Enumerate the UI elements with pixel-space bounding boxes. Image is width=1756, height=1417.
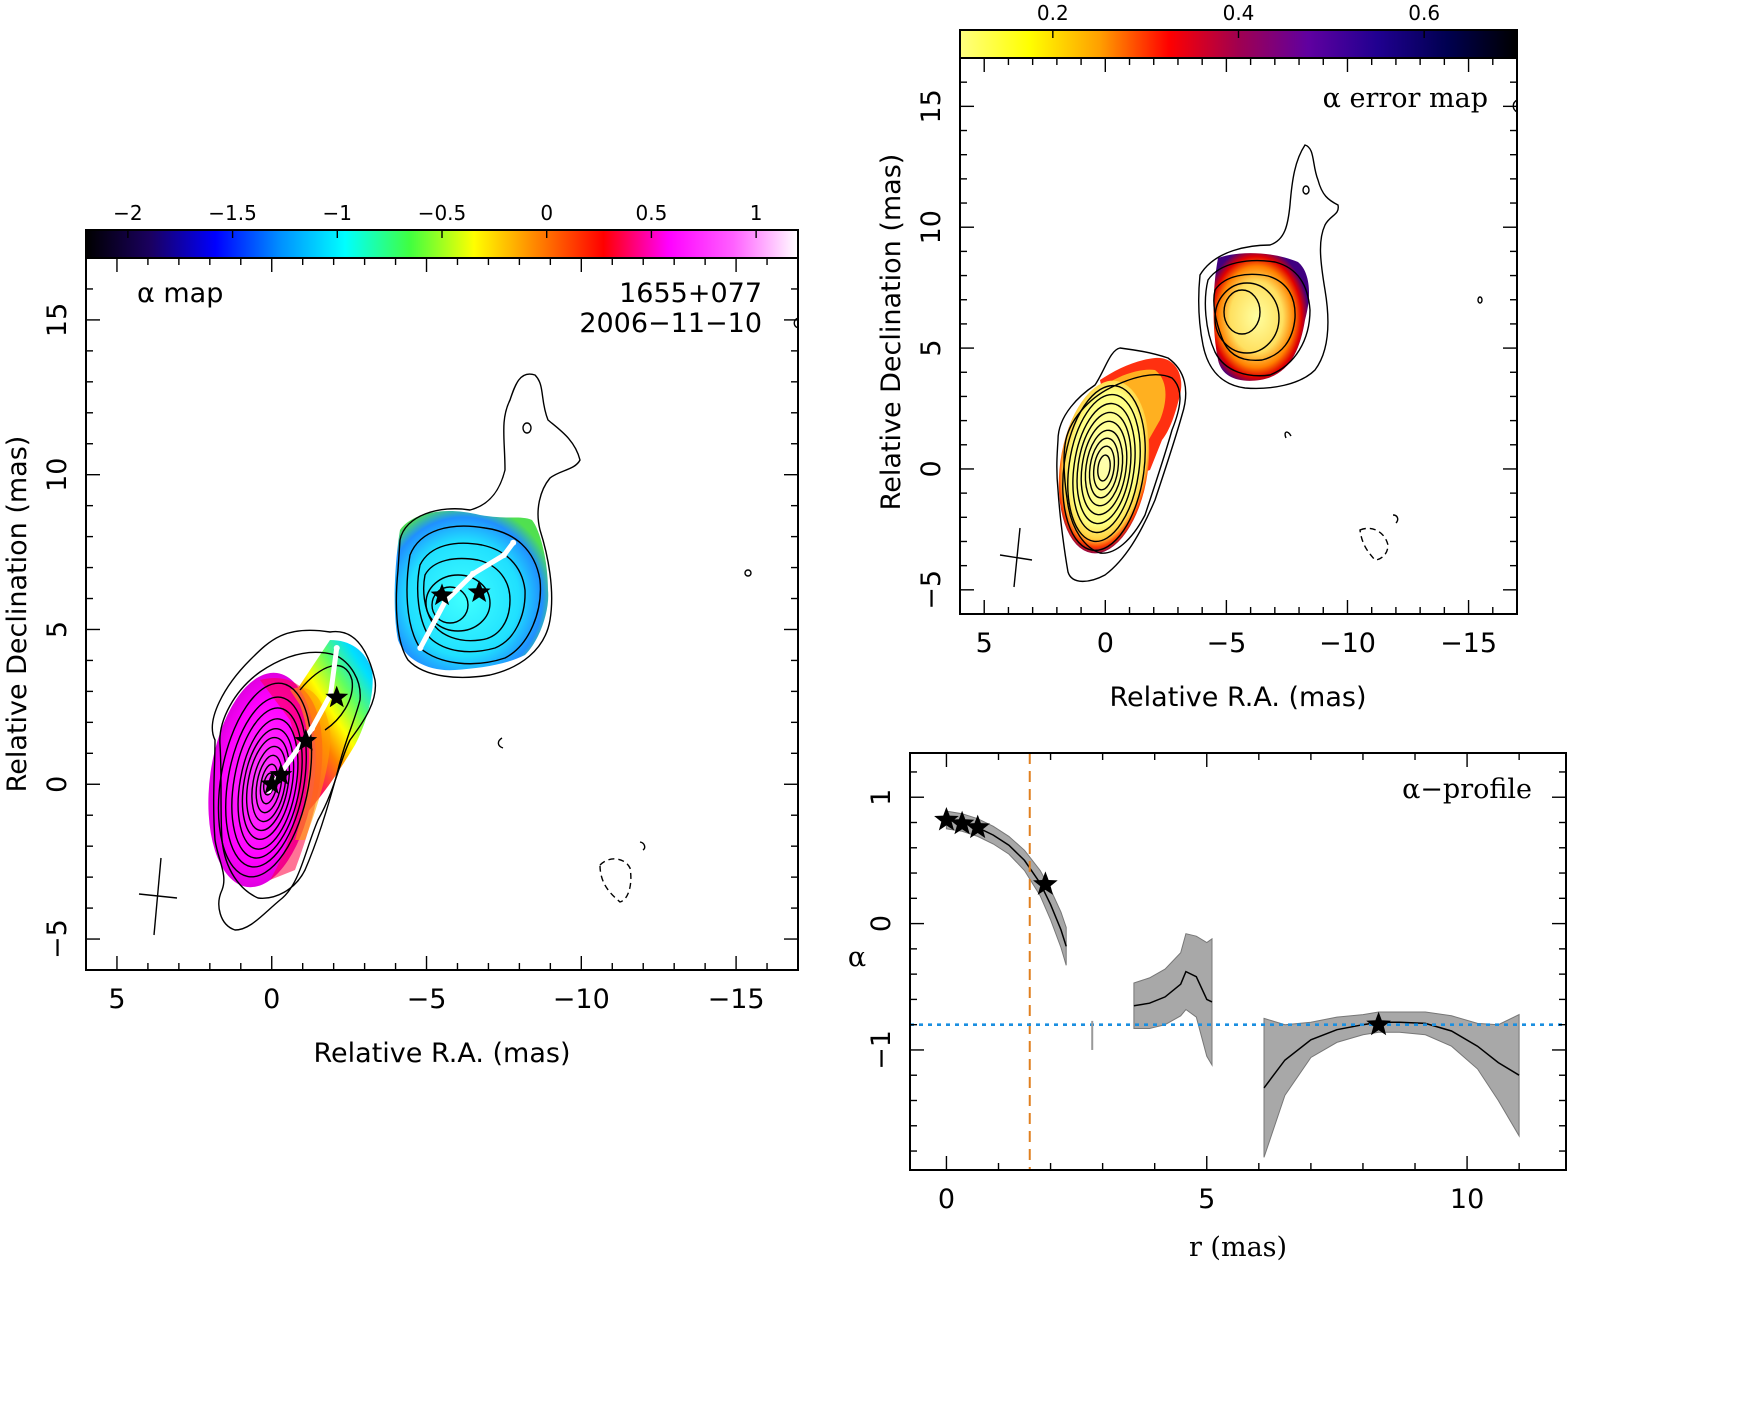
alpha-colorbar-tick-label: 1 <box>750 201 763 225</box>
alpha-y-tick-label: 15 <box>42 303 73 337</box>
error-x-tick-label: 5 <box>976 628 993 659</box>
alpha-colorbar-tick-label: −1.5 <box>208 201 257 225</box>
profile-panel-label: α−profile <box>1402 774 1532 805</box>
component-star <box>294 728 318 751</box>
error-y-tick-label: −5 <box>916 570 947 610</box>
ridge-point <box>417 645 424 652</box>
profile-star <box>1366 1011 1391 1036</box>
alpha-x-tick-label: 0 <box>263 984 280 1015</box>
error-x-tick-label: 0 <box>1097 628 1114 659</box>
error-colorbar-tick-label: 0.6 <box>1408 1 1440 25</box>
profile-y-tick-label: 0 <box>866 915 897 932</box>
error-x-tick-label: −15 <box>1440 628 1497 659</box>
error-y-tick-label: 10 <box>916 210 947 244</box>
profile-star <box>1033 871 1058 895</box>
profile-x-tick-label: 0 <box>938 1184 955 1215</box>
error-map-frame <box>959 57 1518 615</box>
error-colorbar-tick-label: 0.2 <box>1037 1 1069 25</box>
alpha-colorbar-tick-label: −2 <box>113 201 142 225</box>
profile-error-band-2 <box>1133 933 1213 1067</box>
alpha-panel-label: α map <box>137 278 223 309</box>
profile-y-tick-label: −1 <box>866 1030 897 1070</box>
ridge-point <box>333 645 340 652</box>
alpha-map-panel: −2 −1.5 −1 −0.5 0 0.5 1 <box>2 201 799 1069</box>
ridge-point <box>308 725 315 732</box>
profile-x-tick-label: 10 <box>1450 1184 1484 1215</box>
profile-star <box>965 814 990 839</box>
error-x-tick-label: −5 <box>1206 628 1246 659</box>
component-star <box>269 763 293 785</box>
alpha-colorbar-tick-label: −1 <box>323 201 352 225</box>
profile-error-band-3 <box>1263 1011 1520 1158</box>
alpha-y-tick-label: 0 <box>42 776 73 793</box>
alpha-y-tick-label: 5 <box>42 621 73 638</box>
alpha-contours <box>211 317 798 931</box>
error-y-tick-label: 5 <box>916 339 947 356</box>
alpha-error-map-panel: 0.2 0.4 0.6 <box>876 1 1518 713</box>
profile-y-axis-label: α <box>848 942 866 973</box>
error-panel-label: α error map <box>1323 83 1488 114</box>
alpha-colorbar-tick-label: 0.5 <box>636 201 668 225</box>
alpha-profile-panel: 0 5 10 −1 0 1 α−profile r (mas) α <box>848 752 1567 1263</box>
error-beam-cross <box>999 527 1033 588</box>
alpha-colorbar-tick-label: 0 <box>540 201 553 225</box>
alpha-colorbar-tick-label: −0.5 <box>418 201 467 225</box>
error-y-tick-label: 15 <box>916 89 947 123</box>
error-colorbar: 0.2 0.4 0.6 <box>959 1 1518 59</box>
epoch-label: 2006−11−10 <box>579 308 762 339</box>
error-y-axis-label: Relative Declination (mas) <box>876 154 907 511</box>
error-contours <box>1056 99 1517 583</box>
profile-x-axis-label: r (mas) <box>1189 1232 1287 1263</box>
alpha-y-tick-label: 10 <box>42 458 73 492</box>
profile-star <box>934 807 959 831</box>
component-star <box>325 685 349 708</box>
profile-frame <box>909 752 1567 1171</box>
source-name-label: 1655+077 <box>619 278 762 309</box>
component-star <box>260 772 284 794</box>
component-star <box>430 583 454 606</box>
ridge-point <box>469 570 476 577</box>
ridge-point <box>510 539 517 546</box>
alpha-map-frame <box>85 257 799 971</box>
alpha-x-tick-label: −5 <box>407 984 447 1015</box>
ridge-point <box>500 552 507 559</box>
error-x-tick-label: −10 <box>1319 628 1376 659</box>
profile-y-tick-label: 1 <box>866 789 897 806</box>
component-star <box>467 580 491 602</box>
error-colorbar-tick-label: 0.4 <box>1223 1 1255 25</box>
alpha-x-tick-label: −10 <box>553 984 610 1015</box>
alpha-y-tick-label: −5 <box>42 919 73 959</box>
alpha-y-axis-label: Relative Declination (mas) <box>2 436 33 793</box>
profile-star <box>949 810 975 835</box>
alpha-colorbar: −2 −1.5 −1 −0.5 0 0.5 1 <box>85 201 799 259</box>
profile-x-tick-label: 5 <box>1198 1184 1215 1215</box>
alpha-x-tick-label: −15 <box>708 984 765 1015</box>
ridge-point <box>287 756 294 763</box>
alpha-x-axis-label: Relative R.A. (mas) <box>314 1038 571 1069</box>
error-y-tick-label: 0 <box>916 460 947 477</box>
error-x-axis-label: Relative R.A. (mas) <box>1110 682 1367 713</box>
alpha-beam-cross <box>138 857 178 936</box>
alpha-x-tick-label: 5 <box>108 984 125 1015</box>
profile-line-2 <box>1133 970 1213 1007</box>
